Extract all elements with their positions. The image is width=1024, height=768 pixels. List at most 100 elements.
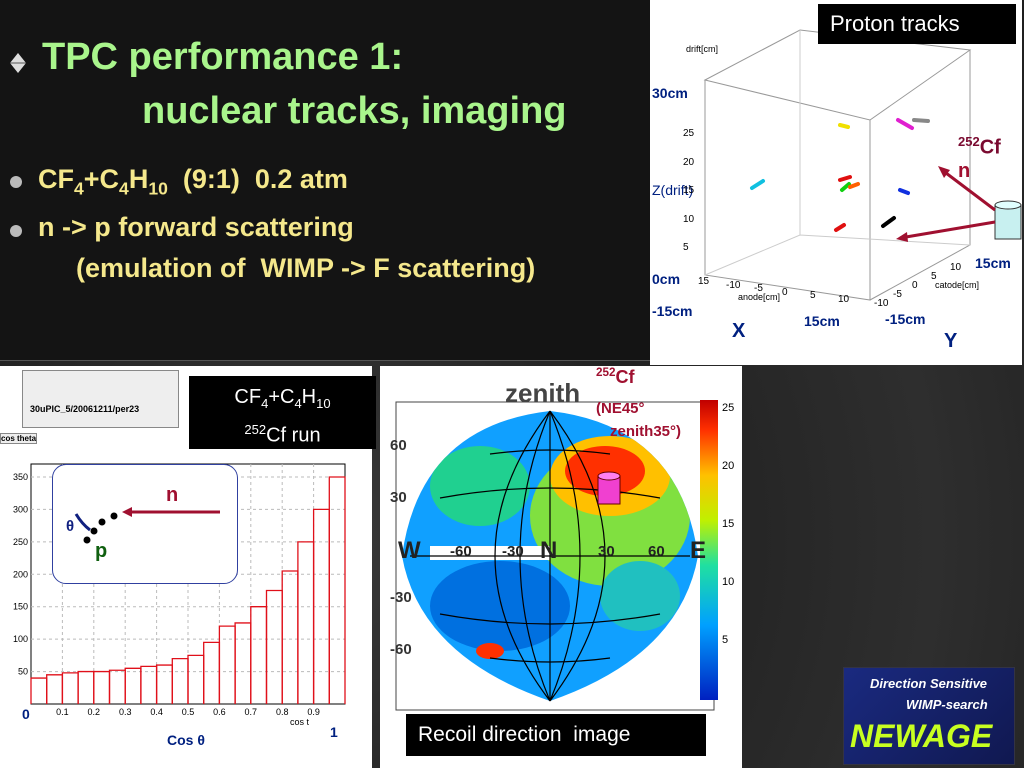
- text: H: [128, 164, 149, 194]
- axis-annotation: 1: [330, 724, 338, 740]
- colorbar-tick-label: 5: [722, 634, 729, 646]
- y-tick-label: 100: [13, 634, 28, 644]
- annotation: Z(drift): [652, 182, 694, 198]
- annotation: -15cm: [652, 303, 693, 319]
- text: CF: [234, 386, 262, 408]
- text: H: [301, 386, 317, 408]
- run-label: CF4+C4H10 252Cf run: [189, 376, 376, 449]
- z-tick-label: 20: [683, 156, 695, 168]
- tab: cos theta: [0, 433, 38, 444]
- text: Cf: [615, 367, 635, 387]
- text: 4: [74, 178, 84, 199]
- lat-label: -30: [390, 589, 412, 606]
- text: 4: [119, 178, 129, 199]
- z-tick-label: 15: [683, 185, 695, 196]
- x-tick-label: 10: [838, 293, 850, 305]
- text: (9:1) 0.2 atm: [167, 164, 348, 194]
- panel-label: Proton tracks: [818, 4, 1016, 44]
- text: 4: [294, 396, 302, 411]
- x-tick-label: 0.6: [213, 707, 226, 717]
- tracks-panel: [650, 0, 1022, 365]
- bullet-2-cont: (emulation of WIMP -> F scattering): [76, 253, 536, 283]
- x-tick-label: 0.3: [119, 707, 132, 717]
- logo-name: NEWAGE: [850, 718, 993, 754]
- axis-annotation: 0: [22, 706, 30, 722]
- axis-name: Y: [944, 330, 958, 352]
- lat-label: -60: [390, 641, 412, 658]
- colorbar-tick-label: 15: [722, 518, 735, 530]
- lon-label: W: [398, 537, 421, 564]
- text-panel: [0, 0, 651, 361]
- x-tick-label: 0.8: [276, 707, 289, 717]
- logo: [843, 667, 1015, 765]
- text: 10: [148, 178, 168, 199]
- inset-label: θ: [66, 518, 75, 535]
- text: 252: [596, 366, 616, 379]
- skymap: [380, 366, 742, 768]
- annotation: 0cm: [652, 271, 681, 287]
- inset-label: p: [95, 540, 108, 562]
- lon-label: E: [690, 537, 707, 564]
- lon-label: -60: [450, 543, 472, 560]
- text: 10: [316, 396, 331, 411]
- text: Cf run: [266, 424, 321, 447]
- tracks: [750, 118, 930, 232]
- histogram-step: [328, 476, 346, 704]
- particle-label: n: [958, 160, 971, 182]
- caption: Recoil direction image: [406, 714, 706, 756]
- text: CF: [38, 164, 74, 194]
- skymap-title: zenith: [505, 378, 581, 408]
- bullet-1: CF4+C4H10 (9:1) 0.2 atm: [38, 164, 348, 199]
- x-tick-label: 0.2: [88, 707, 101, 717]
- annotation: -15cm: [885, 311, 926, 327]
- annotation: 15cm: [975, 255, 1011, 271]
- x-tick-label: -5: [754, 283, 763, 294]
- lon-label: 30: [598, 543, 615, 560]
- logo-line: WIMP-search: [906, 697, 988, 712]
- source-label: 252Cf: [958, 134, 1001, 160]
- x-tick-label: 0.9: [307, 707, 320, 717]
- y-tick-label: 350: [13, 472, 28, 482]
- axis-title: catode[cm]: [935, 280, 980, 290]
- x-tick-label: 5: [810, 290, 816, 301]
- y-tick-label: 150: [13, 602, 28, 612]
- z-tick-label: 10: [683, 213, 695, 225]
- bullet-2: n -> p forward scattering: [38, 212, 354, 242]
- text: +C: [83, 164, 120, 194]
- annotation: 15cm: [804, 313, 840, 329]
- source-label: 252Cf: [596, 366, 635, 388]
- x-tick-label: 0.7: [245, 707, 258, 717]
- lon-label: 60: [648, 543, 665, 560]
- x-tick-label: 0.5: [182, 707, 195, 717]
- x-tick-label: 15: [698, 276, 710, 287]
- y-tick-label: 0: [912, 280, 918, 291]
- text: 252: [958, 134, 980, 149]
- bullet-dot: [10, 225, 22, 237]
- z-tick-label: 5: [683, 242, 689, 253]
- axis-title: anode[cm]: [738, 292, 781, 302]
- y-tick-label: 200: [13, 569, 28, 579]
- neutron-arrows: [899, 168, 996, 240]
- axis-title: Cos θ: [167, 732, 205, 748]
- y-tick-label: 5: [931, 271, 937, 282]
- y-tick-label: 250: [13, 537, 28, 547]
- lat-label: 60: [390, 437, 407, 454]
- inset-drawing: [74, 507, 220, 544]
- title-line2: nuclear tracks, imaging: [142, 90, 567, 132]
- colorbar-tick-label: 10: [722, 576, 735, 588]
- axis-tag: cos t: [290, 717, 310, 727]
- source-label: zenith35°): [610, 423, 682, 440]
- graticule: [410, 410, 690, 702]
- x-tick-label: 0.4: [150, 707, 163, 717]
- axis-title: drift[cm]: [686, 44, 719, 54]
- text: Cf: [979, 136, 1001, 159]
- axis-name: X: [732, 320, 746, 342]
- bullet-dot: [10, 176, 22, 188]
- logo-line: Direction Sensitive: [870, 676, 988, 691]
- x-tick-label: 0: [782, 286, 788, 298]
- stats-box: [22, 370, 179, 428]
- y-tick-label: 300: [13, 504, 28, 514]
- x-tick-label: 0.1: [56, 707, 69, 717]
- inset-label: n: [166, 484, 179, 506]
- lon-label: N: [540, 537, 558, 564]
